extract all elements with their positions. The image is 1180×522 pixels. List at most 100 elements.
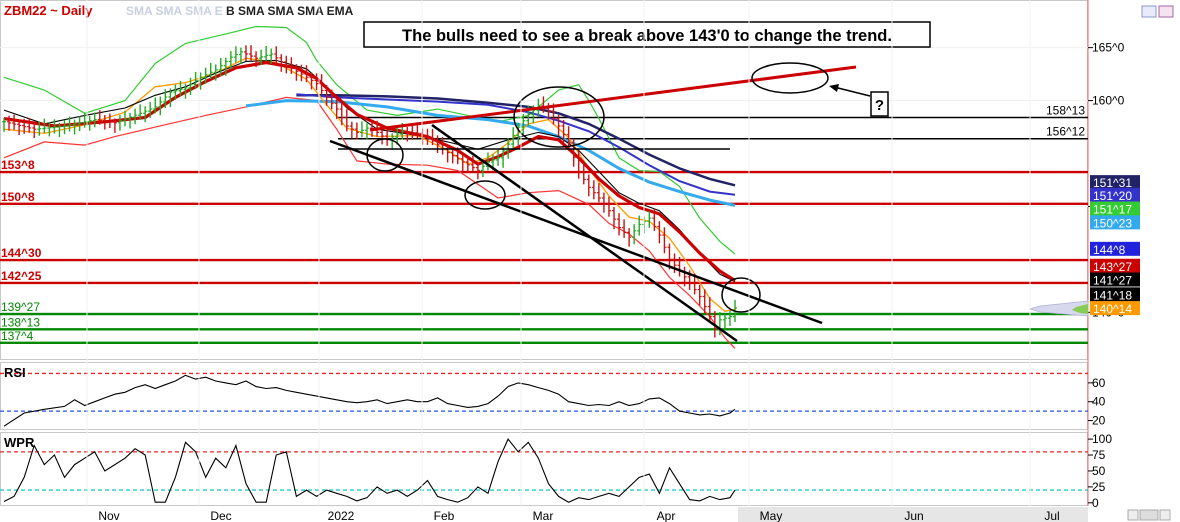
price-bar xyxy=(133,108,138,125)
price-bar xyxy=(203,67,208,84)
last-value-badge-bg-5 xyxy=(1090,258,1140,273)
x-axis-label-8: Jul xyxy=(1044,509,1059,522)
price-bar xyxy=(22,118,27,134)
price-bar xyxy=(697,284,702,306)
resistance-trendline-red[interactable] xyxy=(369,65,857,132)
panel-borders xyxy=(0,0,1088,506)
price-bar xyxy=(465,155,470,172)
price-panel-border xyxy=(0,0,1088,360)
last-value-badge-text-6: 141^27 xyxy=(1093,274,1132,288)
price-bar xyxy=(324,85,329,106)
price-bar xyxy=(27,117,32,133)
scroll-thumb[interactable] xyxy=(1139,509,1159,521)
chart-header: ZBM22 ~ Daily SMA SMA SMA E B SMA SMA SM… xyxy=(2,2,354,18)
x-axis-label-0: Nov xyxy=(98,509,119,522)
price-bar xyxy=(72,119,77,135)
price-bar xyxy=(707,297,712,321)
price-bar xyxy=(193,71,198,90)
price-bar xyxy=(415,123,420,139)
price-bar xyxy=(561,119,566,143)
price-bar xyxy=(294,64,299,81)
price-bar xyxy=(238,47,243,65)
price-bar xyxy=(455,147,460,165)
last-value-badge-8: 140^14 xyxy=(1090,301,1140,316)
last-value-badge-3: 150^23 xyxy=(1090,215,1140,230)
scroll-controls[interactable] xyxy=(1127,509,1171,521)
last-value-badge-bg-1 xyxy=(1090,187,1140,202)
price-bar xyxy=(188,77,193,96)
price-bar xyxy=(606,196,611,217)
price-bar xyxy=(596,183,601,203)
price-bar xyxy=(148,101,153,118)
corner-icons[interactable] xyxy=(1141,5,1174,18)
question-annotation: ? xyxy=(870,91,889,117)
sma-navy-line xyxy=(296,94,736,187)
price-bar xyxy=(259,49,264,65)
price-bar xyxy=(12,114,17,130)
price-bar xyxy=(334,99,339,120)
last-value-badge-bg-8 xyxy=(1090,301,1140,316)
price-bar xyxy=(329,89,334,110)
price-bar xyxy=(722,314,727,330)
price-bar xyxy=(128,112,133,129)
channel-lower-trendline[interactable] xyxy=(329,139,823,325)
price-bar xyxy=(117,114,122,131)
future-axis-shade xyxy=(738,507,1088,522)
price-bar xyxy=(657,221,662,244)
last-value-badge-7: 141^18 xyxy=(1090,287,1140,302)
circle-annotation-jan-low[interactable] xyxy=(366,138,404,172)
price-grid xyxy=(0,47,1088,313)
headline-box xyxy=(363,21,931,48)
level-label-7: 138^13 xyxy=(1,315,40,329)
price-bar xyxy=(662,227,667,254)
price-bar xyxy=(319,74,324,95)
price-bar xyxy=(82,112,87,128)
channel-upper-trendline[interactable] xyxy=(431,123,738,343)
price-bar xyxy=(627,228,632,247)
price-bar xyxy=(168,88,173,108)
wpr-title: WPR xyxy=(4,435,35,450)
price-bar xyxy=(243,45,248,62)
price-bar xyxy=(178,80,183,97)
level-lines: 158^13 156^12 153^8 150^8 144^30 142^25 139^27… xyxy=(0,104,1088,345)
drawing-tools[interactable] xyxy=(329,62,871,343)
price-bar xyxy=(57,122,62,138)
price-bar xyxy=(269,48,274,64)
price-bar xyxy=(143,106,148,123)
circle-annotation-target[interactable] xyxy=(751,62,829,94)
circle-annotation-apr-break[interactable] xyxy=(721,277,761,313)
price-bar xyxy=(622,219,627,238)
wpr-line xyxy=(3,438,736,503)
price-bar xyxy=(87,115,92,131)
wpr-axis-label-4: 0 xyxy=(1092,496,1099,510)
x-axis-label-1: Dec xyxy=(210,509,231,522)
price-bar xyxy=(667,243,672,270)
bollinger-upper-line xyxy=(3,25,736,255)
circle-annotation-mar-high[interactable] xyxy=(513,86,605,148)
price-bar xyxy=(183,83,188,99)
price-bar xyxy=(37,121,42,136)
level-label-2: 153^8 xyxy=(1,158,35,172)
price-bar xyxy=(395,128,400,145)
price-bar xyxy=(299,64,304,82)
price-bar xyxy=(344,109,349,132)
price-bar xyxy=(213,64,218,81)
scroll-right-button[interactable] xyxy=(1159,509,1171,521)
last-value-badge-1: 151^20 xyxy=(1090,187,1140,203)
price-bar xyxy=(274,46,279,64)
level-label-4: 144^30 xyxy=(1,246,42,260)
circle-annotation-feb-low[interactable] xyxy=(464,180,506,210)
price-bar xyxy=(7,115,12,131)
price-bar xyxy=(47,122,52,137)
corner-settings-icon[interactable] xyxy=(1158,5,1174,18)
scroll-left-button[interactable] xyxy=(1127,509,1139,521)
level-label-5: 142^25 xyxy=(1,269,42,283)
last-value-badge-bg-0 xyxy=(1090,175,1140,190)
price-bar xyxy=(430,128,435,146)
price-bars xyxy=(2,45,737,338)
price-bar xyxy=(647,210,652,228)
corner-grid-icon[interactable] xyxy=(1141,5,1157,18)
rsi-panel-border xyxy=(0,362,1088,430)
price-bar xyxy=(632,224,637,245)
rsi-title: RSI xyxy=(4,365,26,380)
